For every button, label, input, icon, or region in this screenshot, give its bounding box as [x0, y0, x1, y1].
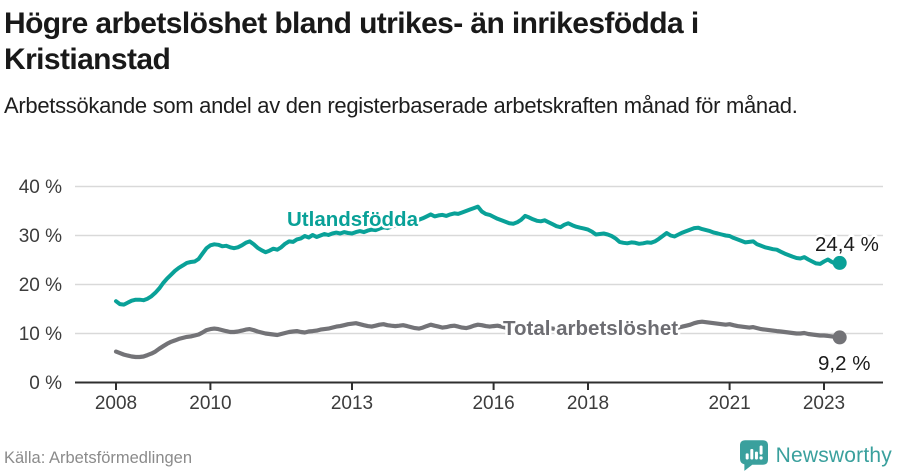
y-axis-labels: 0 % 10 % 20 % 30 % 40 % [19, 177, 62, 394]
brand-logo: Newsworthy [739, 440, 892, 471]
series-label-total: Total arbetslöshet [503, 317, 678, 340]
y-label-30: 30 % [19, 226, 62, 247]
source-note: Källa: Arbetsförmedlingen [4, 449, 193, 467]
chart-subtitle: Arbetssökande som andel av den registerb… [4, 93, 798, 118]
y-label-0: 0 % [29, 373, 62, 394]
series-label-utlandsfodda: Utlandsfödda [287, 208, 419, 231]
brand-name: Newsworthy [775, 443, 892, 467]
end-value-total: 9,2 % [818, 352, 870, 375]
y-label-20: 20 % [19, 275, 62, 296]
x-label-2013: 2013 [331, 393, 373, 414]
x-label-2010: 2010 [189, 393, 231, 414]
x-axis [75, 381, 883, 390]
chart-header: Högre arbetslöshet bland utrikes- än inr… [4, 6, 896, 121]
x-axis-labels: 2008 2010 2013 2016 2018 2021 2023 [95, 393, 845, 414]
x-label-2021: 2021 [708, 393, 750, 414]
series-line-utlandsfodda [114, 204, 842, 307]
bar-chart-speech-bubble-icon [739, 440, 768, 471]
y-label-10: 10 % [19, 324, 62, 345]
series-line-total [113, 319, 842, 360]
x-label-2018: 2018 [567, 393, 609, 414]
title-line-1: Högre arbetslöshet bland utrikes- än inr… [4, 7, 699, 40]
end-dot-utlandsfodda [832, 255, 847, 270]
title-line-2: Kristianstad [4, 43, 171, 76]
x-label-2016: 2016 [472, 393, 514, 414]
x-label-2023: 2023 [803, 393, 845, 414]
x-label-2008: 2008 [95, 393, 137, 414]
gridlines [75, 185, 883, 335]
y-label-40: 40 % [19, 177, 62, 198]
end-dot-total [832, 330, 847, 345]
page-title: Högre arbetslöshet bland utrikes- än inr… [4, 6, 896, 78]
end-value-utlandsfodda: 24,4 % [815, 233, 879, 256]
